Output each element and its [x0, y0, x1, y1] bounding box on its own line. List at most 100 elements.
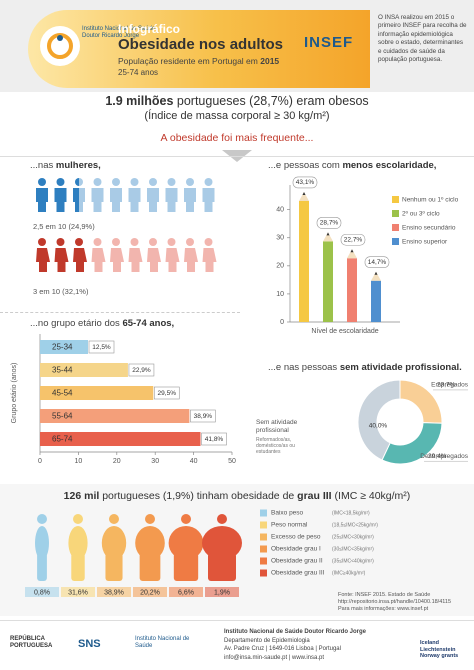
women-stat: 3 em 10 (32,1%)	[33, 287, 89, 296]
icon-head	[112, 178, 120, 186]
icon-head	[167, 238, 176, 246]
lead: A obesidade foi mais frequente...	[160, 132, 314, 144]
men-stat: 2,5 em 10 (24,9%)	[33, 222, 95, 231]
icon-body	[110, 248, 124, 272]
bmi-heading-end: (IMC ≥ 40kg/m²)	[334, 490, 411, 502]
body-head	[73, 514, 83, 524]
icon-head	[130, 238, 139, 246]
bmi-heading-bold2: grau III	[297, 490, 332, 502]
bmi-heading-mid: portugueses (1,9%) tinham obesidade de	[102, 490, 295, 502]
value-label: 14,7%	[368, 259, 387, 266]
body-head	[109, 514, 119, 524]
x-tick-label: 30	[151, 458, 159, 465]
y-tick-label: 40	[276, 207, 284, 214]
category-label: 45-54	[52, 389, 73, 398]
value-label: 0,8%	[34, 589, 50, 596]
body-head	[145, 514, 155, 524]
value-bubble	[292, 176, 318, 189]
bar	[40, 340, 88, 354]
value-label: 38,9%	[104, 589, 124, 596]
pencil-lead	[374, 271, 378, 275]
icon-head	[38, 238, 46, 246]
category-label: 25-34	[52, 343, 73, 352]
body-torso	[168, 526, 204, 560]
icon-body	[91, 188, 104, 212]
pencil-lead	[302, 191, 306, 195]
icon-head	[149, 178, 157, 186]
value-label: 12,5%	[92, 344, 111, 351]
icon-head	[56, 238, 65, 246]
pencil-tip	[299, 191, 309, 201]
value-label: 20,2%	[140, 589, 160, 596]
footer-logo-insa: Instituto Nacional de Saúde	[135, 636, 190, 649]
body-torso	[68, 526, 88, 560]
age-heading-bold: 65-74 anos,	[122, 318, 175, 329]
value-box	[201, 432, 227, 446]
subtitle-text: População residente em Portugal em	[118, 56, 258, 66]
icon-head	[75, 178, 83, 186]
footer-logo-rp: REPÚBLICA PORTUGUESA	[10, 636, 53, 649]
bar	[323, 241, 333, 322]
value-box	[190, 409, 216, 423]
age-heading-pre: ...no grupo etário dos	[30, 318, 120, 329]
value-label: 29,4%	[428, 453, 447, 460]
body-legs	[105, 553, 123, 581]
value-box	[88, 340, 115, 354]
pencil-lead	[326, 232, 330, 236]
value-label: 38,9%	[194, 413, 213, 420]
category-label: Empregados	[431, 382, 469, 389]
divider	[0, 156, 474, 157]
icon-body	[147, 188, 159, 212]
legend-name: Obesidade grau III	[271, 570, 325, 577]
edu-heading: ...e pessoas com menos escolaridade,	[268, 160, 436, 171]
value-box	[128, 363, 155, 377]
icon-body	[54, 188, 67, 212]
icon-body	[36, 248, 50, 272]
pencil-tip	[371, 271, 381, 281]
legend-name: Obesidade grau II	[271, 558, 323, 565]
icon-head	[204, 238, 213, 246]
divider	[0, 312, 240, 313]
intro: O INSA realizou em 2015 o primeiro INSEF…	[378, 14, 467, 64]
body-head	[217, 514, 227, 524]
donut-group-label: Sem atividade profissional	[256, 419, 298, 434]
legend-range: (18,5≤IMC<25kg/m²)	[332, 522, 378, 528]
x-axis-label: Nível de escolaridade	[311, 328, 378, 335]
footer-addr: Av. Padre Cruz | 1649-016 Lisboa | Portu…	[224, 646, 341, 652]
women-heading-bold: mulheres,	[55, 160, 101, 171]
main-title: Obesidade nos adultos	[118, 36, 284, 53]
org-sub-line: Doutor Ricardo Jorge	[82, 33, 140, 39]
bmi-heading: 126 mil portugueses (1,9%) tinham obesid…	[0, 490, 474, 502]
source-url: http://repositorio.insa.pt/handle/10400.…	[338, 599, 452, 605]
legend-swatch	[260, 545, 267, 553]
icon-body	[165, 188, 178, 212]
body-torso	[35, 526, 49, 560]
category-label: Desempregados	[420, 453, 468, 460]
legend-range: (25≤IMC<30kg/m²)	[332, 534, 374, 540]
body-legs	[139, 553, 161, 581]
legend-name: Baixo peso	[271, 510, 304, 517]
source-more: Para mais informações: www.insef.pt	[338, 606, 429, 612]
value-strip	[133, 587, 167, 597]
source-line: Fonte: INSEF 2015. Estado de Saúde	[338, 592, 431, 598]
value-label: 43,1%	[296, 179, 315, 186]
bar	[347, 258, 357, 322]
header-banner	[28, 10, 370, 88]
icon-head	[204, 178, 213, 186]
bar	[40, 386, 154, 400]
subtitle-year: 2015	[260, 56, 280, 66]
y-tick-label: 30	[276, 235, 284, 242]
value-label: 41,8%	[205, 436, 224, 443]
legend-label: Ensino secundário	[402, 225, 456, 232]
subtitle: População residente em Portugal em 2015	[118, 56, 279, 66]
insef-logo: INSEF	[304, 34, 354, 51]
bar	[371, 280, 381, 322]
pencil-tip	[347, 249, 357, 259]
org-logo-mark	[47, 33, 73, 59]
bar	[299, 200, 309, 322]
icon-body	[128, 248, 143, 272]
icon-head	[167, 178, 176, 186]
icon-body	[91, 248, 106, 272]
headline-rest: portugueses (28,7%) eram obesos	[176, 94, 369, 108]
